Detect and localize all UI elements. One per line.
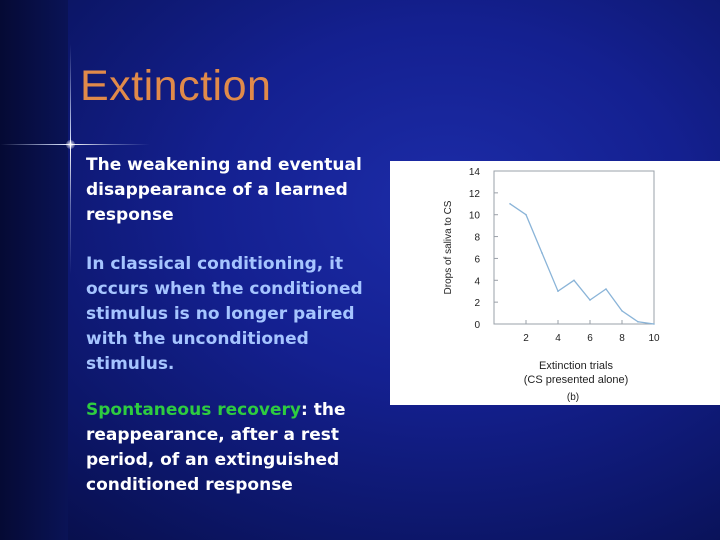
y-tick-label: 14 xyxy=(469,167,481,178)
spontaneous-recovery-definition: the reappearance, after a rest period, o… xyxy=(86,400,346,495)
x-tick-label: 8 xyxy=(619,333,625,344)
data-point xyxy=(557,290,559,293)
data-point xyxy=(605,288,607,290)
data-point xyxy=(589,299,591,301)
classical-conditioning-text: In classical conditioning, it occurs whe… xyxy=(86,254,363,374)
left-decorative-band xyxy=(0,0,68,540)
y-tick-label: 0 xyxy=(474,320,480,331)
y-tick-label: 12 xyxy=(469,189,481,200)
plot-frame xyxy=(493,170,655,325)
x-tick-label: 4 xyxy=(555,333,561,344)
y-axis-label: Drops of saliva to CS xyxy=(443,200,454,294)
x-tick-label: 2 xyxy=(523,333,529,344)
data-point xyxy=(541,252,543,254)
y-tick-label: 6 xyxy=(474,254,480,265)
x-axis-sublabel: (CS presented alone) xyxy=(524,374,629,386)
data-point xyxy=(573,279,575,282)
spontaneous-recovery-term: Spontaneous recovery xyxy=(86,400,301,420)
data-point xyxy=(653,323,655,325)
panel-label: (b) xyxy=(567,392,579,403)
data-point xyxy=(509,202,511,205)
extinction-chart: 0 2 4 6 8 10 12 14 2 4 6 8 10 Drops of saliva to CS Ex… xyxy=(443,167,660,403)
data-point xyxy=(621,310,623,312)
spontaneous-recovery-text: Spontaneous recovery: the reappearance, … xyxy=(86,398,376,498)
x-tick-label: 6 xyxy=(587,333,593,344)
series-line xyxy=(509,203,655,325)
x-axis-label: Extinction trials xyxy=(539,360,613,372)
data-point xyxy=(637,321,639,323)
vertical-flare-line xyxy=(70,44,71,274)
horizontal-flare-line xyxy=(0,144,150,145)
definition-text: The weakening and eventual disappearance… xyxy=(86,155,362,225)
y-tick-label: 2 xyxy=(474,298,480,309)
spontaneous-recovery-separator: : xyxy=(301,400,314,420)
extinction-chart-panel: 0 2 4 6 8 10 12 14 2 4 6 8 10 Drops of saliva to CS Ex… xyxy=(390,161,720,405)
sparkle-icon xyxy=(66,140,75,149)
y-tick-label: 8 xyxy=(474,233,480,244)
y-tick-label: 10 xyxy=(469,211,481,222)
data-point xyxy=(525,213,527,216)
slide-title: Extinction xyxy=(80,62,272,110)
y-tick-label: 4 xyxy=(474,276,480,287)
x-tick-label: 10 xyxy=(648,333,660,344)
